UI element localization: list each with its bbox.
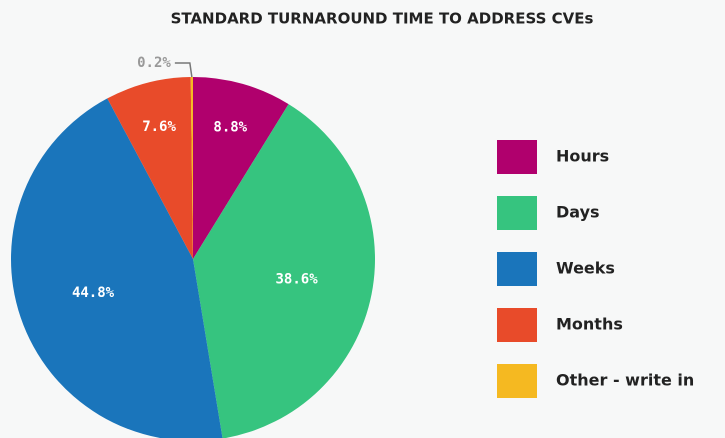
legend-label: Months (556, 315, 623, 334)
legend-swatch (497, 252, 537, 286)
pie-slice (193, 77, 289, 259)
legend-label: Other - write in (556, 371, 694, 390)
legend-swatch (497, 196, 537, 230)
pie-slice (193, 104, 375, 438)
pie-slice (11, 98, 223, 438)
data-label: 38.6% (275, 271, 318, 287)
pie-slice (107, 77, 193, 259)
data-label: 44.8% (72, 285, 115, 301)
pie-slice (190, 77, 193, 259)
data-label: 8.8% (213, 120, 247, 136)
data-label: 7.6% (142, 119, 176, 135)
legend-swatch (497, 308, 537, 342)
leader-line (174, 62, 193, 78)
chart-title: STANDARD TURNAROUND TIME TO ADDRESS CVEs (171, 10, 594, 28)
legend-swatch (497, 140, 537, 174)
legend-label: Days (556, 203, 600, 222)
legend-swatch (497, 364, 537, 398)
data-label: 0.2% (137, 55, 171, 71)
legend-label: Weeks (556, 259, 615, 278)
legend-label: Hours (556, 147, 609, 166)
